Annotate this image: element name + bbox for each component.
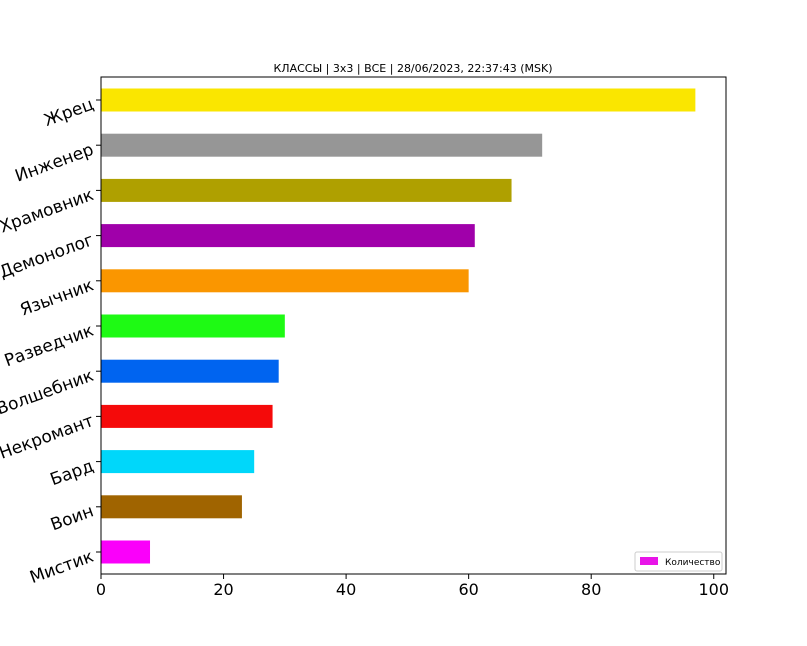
y-tick-label: Храмовник: [0, 185, 96, 237]
x-tick-label: 0: [96, 580, 106, 599]
y-tick-label: Жрец: [42, 95, 97, 131]
y-tick-label: Инженер: [13, 140, 97, 187]
legend-swatch: [640, 557, 658, 565]
bar-11: [101, 540, 151, 564]
bars-layer: [101, 88, 696, 564]
bar-9: [101, 450, 255, 474]
bar-4: [101, 224, 475, 248]
y-axis: Жрец ИнженерХрамовникДемонологЯзычникРазв…: [0, 95, 101, 588]
y-tick-label: Воин: [48, 501, 96, 535]
y-tick-label: Мистик: [27, 547, 96, 588]
x-tick-label: 100: [698, 580, 729, 599]
bar-3: [101, 178, 512, 202]
bar-7: [101, 359, 279, 383]
y-tick-label: Язычник: [17, 275, 96, 320]
y-tick-label: Разведчик: [2, 321, 97, 372]
y-tick-label: Бард: [48, 456, 97, 490]
legend: Количество: [634, 551, 723, 572]
y-tick-label: Некромант: [0, 411, 97, 464]
x-tick-label: 20: [213, 580, 233, 599]
x-tick-label: 40: [336, 580, 356, 599]
y-tick-label: Демонолог: [0, 230, 96, 283]
x-axis: 0 20 40 60 80 100: [96, 574, 729, 599]
bar-2: [101, 133, 543, 157]
x-tick-label: 60: [458, 580, 478, 599]
bar-1: [101, 88, 696, 112]
bar-8: [101, 404, 273, 428]
bar-6: [101, 314, 285, 338]
x-tick-label: 80: [581, 580, 601, 599]
bar-10: [101, 495, 242, 519]
legend-label: Количество: [665, 558, 721, 568]
legend-box: [634, 551, 723, 572]
chart-title: КЛАССЫ | 3х3 | ВСЕ | 28/06/2023, 22:37:4…: [273, 62, 552, 75]
bar-5: [101, 269, 469, 293]
y-tick-label: Волшебник: [0, 366, 96, 420]
